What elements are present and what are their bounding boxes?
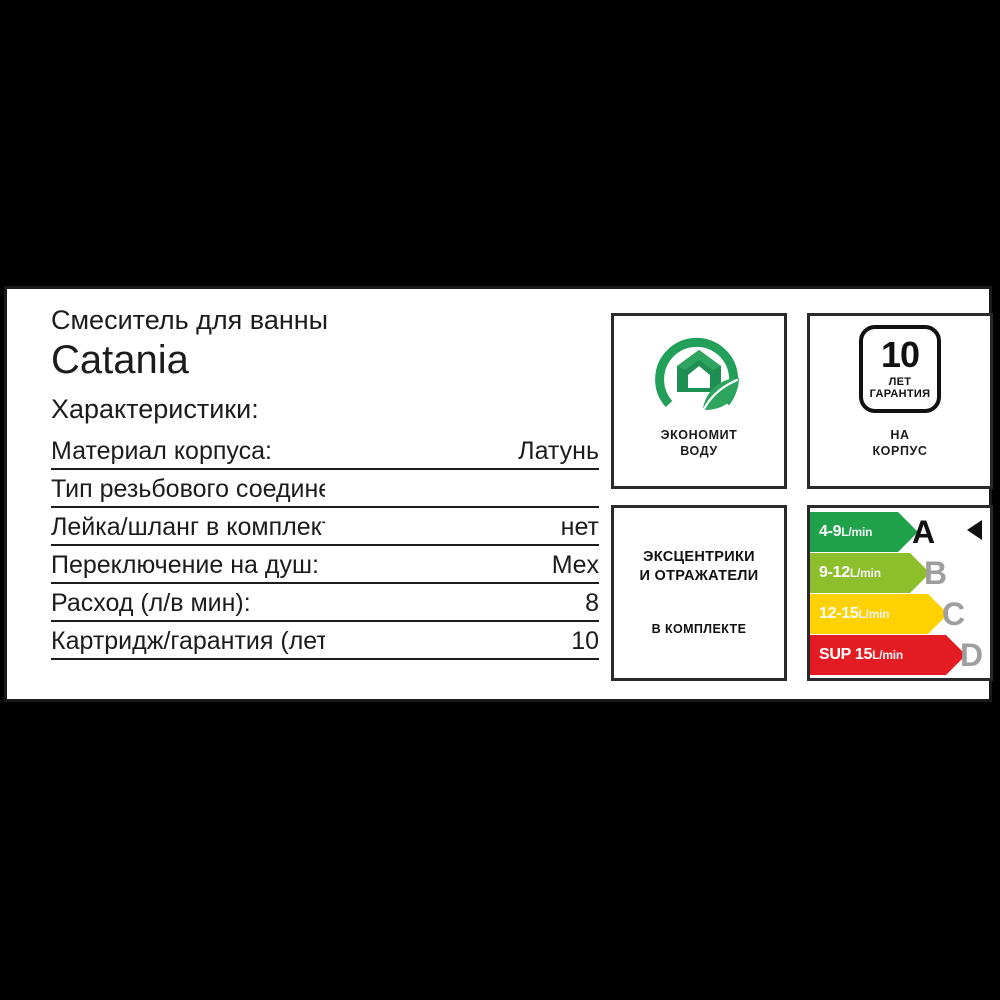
spec-value: 8 bbox=[325, 583, 599, 623]
warranty-rounded-box: 10 ЛЕТ ГАРАНТИЯ bbox=[859, 325, 941, 413]
spec-label: Переключение на душ: bbox=[51, 545, 325, 585]
badge-warranty: 10 ЛЕТ ГАРАНТИЯ НА КОРПУС bbox=[807, 313, 993, 489]
badge-eccentrics: ЭКСЦЕНТРИКИ И ОТРАЖАТЕЛИ В КОМПЛЕКТЕ bbox=[611, 505, 787, 681]
flow-bar-a-body: 4-9 L/min bbox=[810, 512, 898, 552]
badge-saves-water-caption-line2: ВОДУ bbox=[680, 444, 718, 458]
table-row: Материал корпуса: Латунь bbox=[51, 431, 599, 471]
badge-eccentrics-line2: И ОТРАЖАТЕЛИ bbox=[639, 568, 759, 584]
characteristics-heading: Характеристики: bbox=[51, 394, 259, 425]
flow-grade-b: B bbox=[924, 555, 948, 591]
flow-bar-b: 9-12 L/min bbox=[810, 553, 930, 593]
table-row: Расход (л/в мин): 8 bbox=[51, 583, 599, 623]
flow-bar-c-body: 12-15 L/min bbox=[810, 594, 928, 634]
table-row: Картридж/гарантия (лет): 10 bbox=[51, 621, 599, 661]
spec-label: Расход (л/в мин): bbox=[51, 583, 325, 623]
table-row: Тип резьбового соединения: bbox=[51, 469, 599, 509]
spec-value: 10 bbox=[325, 621, 599, 661]
product-spec-card: Смеситель для ванны Catania Характеристи… bbox=[4, 286, 993, 702]
flow-range-d: SUP 15 bbox=[819, 646, 873, 663]
flow-bar-d: SUP 15 L/min bbox=[810, 635, 966, 675]
badge-eccentrics-content: ЭКСЦЕНТРИКИ И ОТРАЖАТЕЛИ В КОМПЛЕКТЕ bbox=[614, 508, 784, 678]
flow-bar-c-tip bbox=[928, 594, 948, 634]
flow-grade-a: A bbox=[912, 514, 936, 550]
flow-range-c: 12-15 bbox=[819, 605, 859, 622]
badge-saves-water-content: ЭКОНОМИТ ВОДУ bbox=[614, 316, 784, 486]
table-row: Переключение на душ: Мex bbox=[51, 545, 599, 585]
flow-unit-c: L/min bbox=[858, 607, 890, 621]
flow-unit-d: L/min bbox=[872, 648, 904, 662]
flow-rating-row-a: 4-9 L/min A bbox=[810, 512, 990, 552]
flow-rating-row-b: 9-12 L/min B bbox=[810, 553, 990, 593]
flow-rating-rows: 4-9 L/min A 9-12 L/min B bbox=[810, 508, 990, 678]
badge-eccentrics-line1: ЭКСЦЕНТРИКИ bbox=[643, 549, 755, 566]
flow-bar-a-tip bbox=[898, 512, 918, 552]
spec-label: Картридж/гарантия (лет): bbox=[51, 621, 325, 661]
flow-bar-c: 12-15 L/min bbox=[810, 594, 948, 634]
product-category-label: Смеситель для ванны bbox=[51, 305, 329, 335]
badge-saves-water: ЭКОНОМИТ ВОДУ bbox=[611, 313, 787, 489]
spec-label: Материал корпуса: bbox=[51, 431, 325, 471]
flow-rating-row-d: SUP 15 L/min D bbox=[810, 635, 990, 675]
flow-selected-marker-icon bbox=[967, 520, 982, 540]
spec-value bbox=[325, 469, 599, 509]
table-row: Лейка/шланг в комплекте: нет bbox=[51, 507, 599, 547]
spec-label: Тип резьбового соединения: bbox=[51, 469, 325, 509]
spec-label: Лейка/шланг в комплекте: bbox=[51, 507, 325, 547]
flow-bar-b-body: 9-12 L/min bbox=[810, 553, 910, 593]
spec-column: Смеситель для ванны Catania Характеристи… bbox=[51, 305, 603, 661]
flow-bar-b-tip bbox=[910, 553, 930, 593]
flow-grade-d: D bbox=[960, 637, 984, 673]
spec-value: нет bbox=[325, 507, 599, 547]
spec-value: Мex bbox=[325, 545, 599, 585]
warranty-years-unit: ЛЕТ bbox=[888, 375, 912, 388]
badge-flow-rating-chart: 4-9 L/min A 9-12 L/min B bbox=[807, 505, 993, 681]
flow-bar-d-tip bbox=[946, 635, 966, 675]
flow-unit-b: L/min bbox=[849, 566, 881, 580]
flow-bar-a: 4-9 L/min bbox=[810, 512, 918, 552]
flow-unit-a: L/min bbox=[841, 525, 873, 539]
badge-eccentrics-included: В КОМПЛЕКТЕ bbox=[651, 621, 747, 636]
spec-table: Материал корпуса: Латунь Тип резьбового … bbox=[51, 431, 599, 661]
flow-bar-d-body: SUP 15 L/min bbox=[810, 635, 946, 675]
spec-value: Латунь bbox=[325, 431, 599, 471]
warranty-years-number: 10 bbox=[880, 334, 920, 376]
product-brand-name: Catania bbox=[51, 338, 189, 383]
flow-range-a: 4-9 bbox=[819, 523, 842, 540]
eco-house-leaf-icon bbox=[655, 337, 739, 411]
badge-warranty-caption-line1: НА bbox=[890, 428, 910, 442]
badge-warranty-content: 10 ЛЕТ ГАРАНТИЯ НА КОРПУС bbox=[810, 316, 990, 486]
flow-grade-c: C bbox=[942, 596, 966, 632]
flow-rating-row-c: 12-15 L/min C bbox=[810, 594, 990, 634]
badge-warranty-caption-line2: КОРПУС bbox=[872, 444, 928, 459]
flow-range-b: 9-12 bbox=[819, 564, 850, 581]
badge-saves-water-caption-line1: ЭКОНОМИТ bbox=[660, 428, 738, 442]
warranty-word: ГАРАНТИЯ bbox=[869, 387, 931, 400]
